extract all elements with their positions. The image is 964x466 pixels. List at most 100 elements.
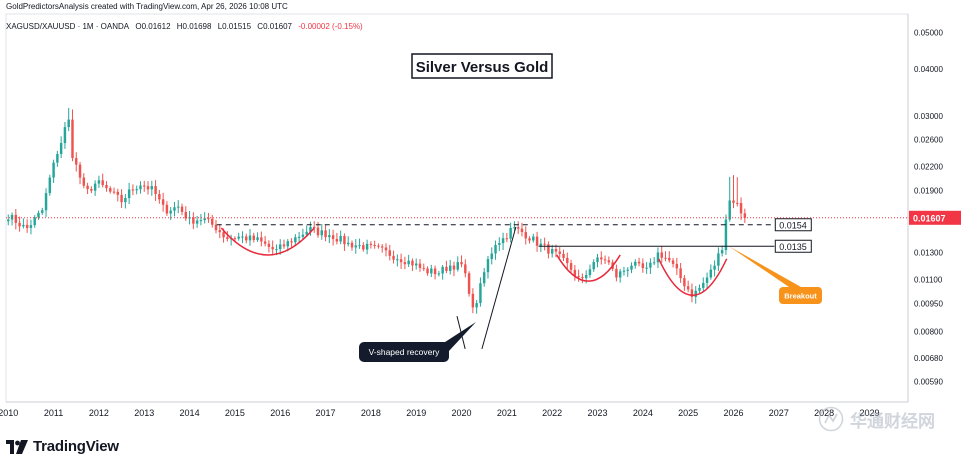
candle-body — [513, 227, 516, 229]
candle-body — [456, 262, 459, 270]
candle-body — [161, 199, 165, 205]
candle-body — [399, 259, 403, 263]
candle-body — [109, 188, 112, 192]
candle-body — [392, 255, 395, 260]
candle-body — [180, 206, 184, 212]
y-tick-label: 0.03000 — [914, 112, 943, 121]
candle-body — [460, 262, 463, 265]
candle-body — [668, 257, 671, 261]
candle-body — [233, 238, 237, 240]
x-tick-label: 2016 — [270, 408, 290, 418]
candle-body — [275, 249, 278, 251]
candle-body — [524, 232, 527, 239]
v-recovery-callout — [359, 342, 449, 362]
candle-body — [433, 268, 437, 275]
candle-body — [56, 154, 59, 163]
candle-body — [116, 191, 120, 195]
x-tick-label: 2024 — [633, 408, 653, 418]
rounded-bottom-arc — [658, 258, 728, 296]
candle-body — [516, 227, 520, 229]
candle-body — [101, 180, 104, 186]
candle-body — [728, 200, 731, 220]
candle-body — [698, 287, 701, 291]
watermark: 华通财经网 — [818, 406, 935, 432]
candle-body — [736, 202, 739, 204]
chart-title: Silver Versus Gold — [416, 59, 549, 76]
candle-body — [445, 266, 448, 271]
candle-body — [328, 235, 331, 238]
candle-body — [615, 268, 618, 278]
candle-body — [120, 194, 123, 203]
candle-body — [683, 278, 686, 287]
ohlc-close: C0.01607 — [257, 22, 292, 31]
candle-body — [679, 268, 682, 279]
candle-body — [626, 269, 629, 271]
candle-body — [592, 262, 595, 270]
candle-body — [448, 265, 452, 271]
candle-body — [380, 246, 384, 248]
candle-body — [490, 253, 493, 260]
candle-body — [743, 213, 747, 218]
candle-body — [505, 238, 509, 240]
x-tick-label: 2029 — [859, 408, 879, 418]
v-recovery-label: V-shaped recovery — [369, 347, 441, 357]
candle-body — [634, 261, 637, 266]
candle-body — [63, 127, 67, 144]
candle-body — [146, 186, 150, 190]
candle-body — [414, 263, 418, 266]
candle-body — [739, 202, 743, 214]
candle-body — [173, 207, 176, 211]
candle-body — [105, 185, 108, 189]
last-price-label: 0.01607 — [913, 213, 946, 223]
tradingview-logo-text: TradingView — [33, 438, 119, 455]
y-tick-label: 0.00680 — [914, 354, 943, 363]
candle-body — [22, 224, 25, 227]
level-label: 0.0135 — [779, 242, 807, 252]
candle-body — [607, 260, 611, 263]
candle-body — [316, 227, 320, 236]
candle-body — [660, 252, 663, 258]
candle-body — [93, 183, 97, 191]
candle-body — [339, 235, 342, 242]
candle-body — [192, 217, 195, 224]
candle-body — [671, 260, 675, 264]
candle-body — [573, 269, 577, 277]
candle-body — [267, 243, 271, 247]
ohlc-low: L0.01515 — [217, 22, 252, 31]
candle-body — [241, 236, 244, 238]
x-tick-label: 2022 — [542, 408, 562, 418]
candle-body — [717, 253, 720, 266]
candle-body — [252, 235, 256, 240]
candle-body — [207, 218, 210, 220]
candle-body — [48, 177, 52, 194]
candle-body — [286, 241, 290, 247]
x-tick-label: 2027 — [769, 408, 789, 418]
candle-body — [41, 210, 44, 213]
candle-body — [713, 265, 716, 270]
candle-body — [562, 253, 565, 258]
candle-body — [67, 119, 70, 128]
candle-body — [248, 235, 252, 241]
candle-body — [622, 270, 626, 272]
tradingview-logo-icon — [6, 439, 28, 454]
candle-body — [550, 249, 554, 254]
candle-body — [603, 259, 607, 261]
candle-body — [177, 206, 180, 208]
x-tick-label: 2028 — [814, 408, 834, 418]
candle-body — [25, 224, 29, 228]
x-tick-label: 2013 — [134, 408, 154, 418]
candle-body — [256, 237, 259, 240]
tradingview-logo[interactable]: TradingView — [6, 438, 119, 455]
last-price-marker — [909, 210, 961, 225]
symbol-name[interactable]: XAGUSD/XAUUSD · 1M · OANDA — [6, 22, 130, 31]
candle-body — [260, 237, 263, 242]
candle-body — [158, 194, 161, 200]
ohlc-change: -0.00002 (-0.15%) — [298, 22, 363, 31]
candle-body — [554, 249, 558, 252]
x-tick-label: 2019 — [406, 408, 426, 418]
breakout-callout-pointer — [728, 246, 801, 287]
candle-body — [18, 222, 21, 227]
candle-body — [52, 162, 55, 178]
candle-body — [237, 236, 240, 239]
